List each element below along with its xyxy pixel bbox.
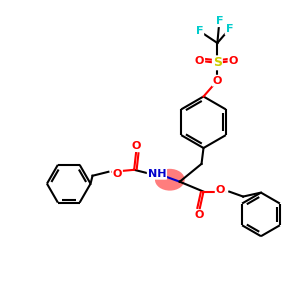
Text: F: F bbox=[226, 24, 233, 34]
Text: O: O bbox=[112, 169, 122, 179]
Text: F: F bbox=[216, 16, 223, 26]
Text: O: O bbox=[213, 76, 222, 85]
Text: S: S bbox=[213, 56, 222, 69]
Text: O: O bbox=[195, 210, 204, 220]
Text: O: O bbox=[216, 184, 225, 195]
Text: O: O bbox=[195, 56, 204, 66]
Text: O: O bbox=[131, 141, 141, 151]
Text: NH: NH bbox=[148, 169, 166, 179]
Text: F: F bbox=[196, 26, 203, 36]
Text: O: O bbox=[229, 56, 238, 66]
Ellipse shape bbox=[155, 169, 185, 190]
